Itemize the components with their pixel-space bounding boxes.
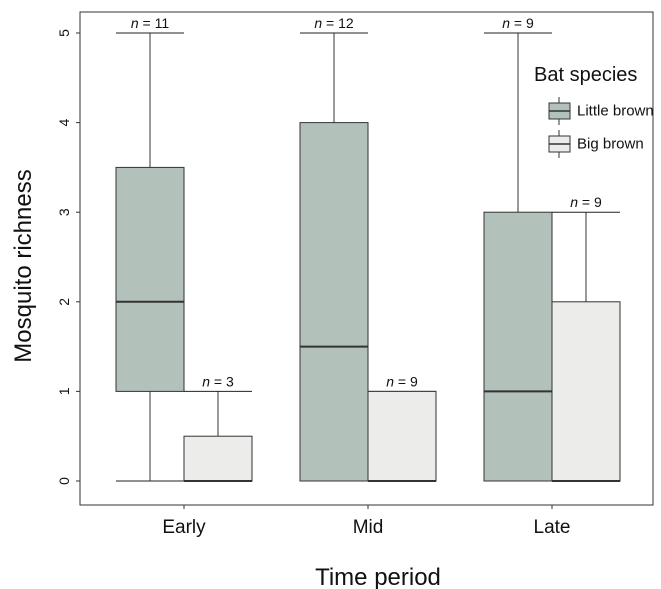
box-series: n = 11 n = 12 n = 9 n = 3 n = 9 n = 9 [115,15,621,482]
n-label: n = 9 [502,15,534,31]
y-tick-label: 3 [56,208,72,216]
y-tick-label: 4 [56,118,72,126]
x-axis-title: Time period [315,564,441,589]
box-body [115,166,185,392]
y-tick-label: 5 [56,29,72,37]
y-axis-title: Mosquito richness [10,169,37,362]
x-axis: Early Mid Late [162,505,570,538]
legend: Bat species Little brown Big brown [534,64,654,158]
box-body [183,435,253,482]
n-label: n = 3 [202,373,234,389]
n-label: n = 9 [386,373,418,389]
x-tick-label: Late [534,517,571,538]
box-little-brown-mid: n = 12 [299,15,369,482]
box-little-brown-late: n = 9 [483,15,553,482]
box-big-brown-late: n = 9 [551,194,621,482]
box-big-brown-mid: n = 9 [367,373,437,482]
legend-title: Bat species [534,64,637,86]
plot-panel-border [79,11,654,506]
n-label: n = 9 [570,194,602,210]
box-body [483,211,553,482]
box-body [551,301,621,482]
box-little-brown-early: n = 11 [115,15,185,482]
box-body [367,390,437,482]
legend-label: Little brown [577,103,654,120]
n-label: n = 11 [131,15,169,31]
y-tick-label: 2 [56,298,72,306]
legend-label: Big brown [577,136,644,153]
y-axis: 0 1 2 3 4 5 [56,29,80,485]
box-body [299,122,369,482]
box-big-brown-early: n = 3 [183,373,253,482]
x-tick-label: Early [162,517,206,538]
n-label: n = 12 [314,15,354,31]
y-tick-label: 1 [56,387,72,395]
y-tick-label: 0 [56,477,72,485]
x-tick-label: Mid [353,517,384,538]
